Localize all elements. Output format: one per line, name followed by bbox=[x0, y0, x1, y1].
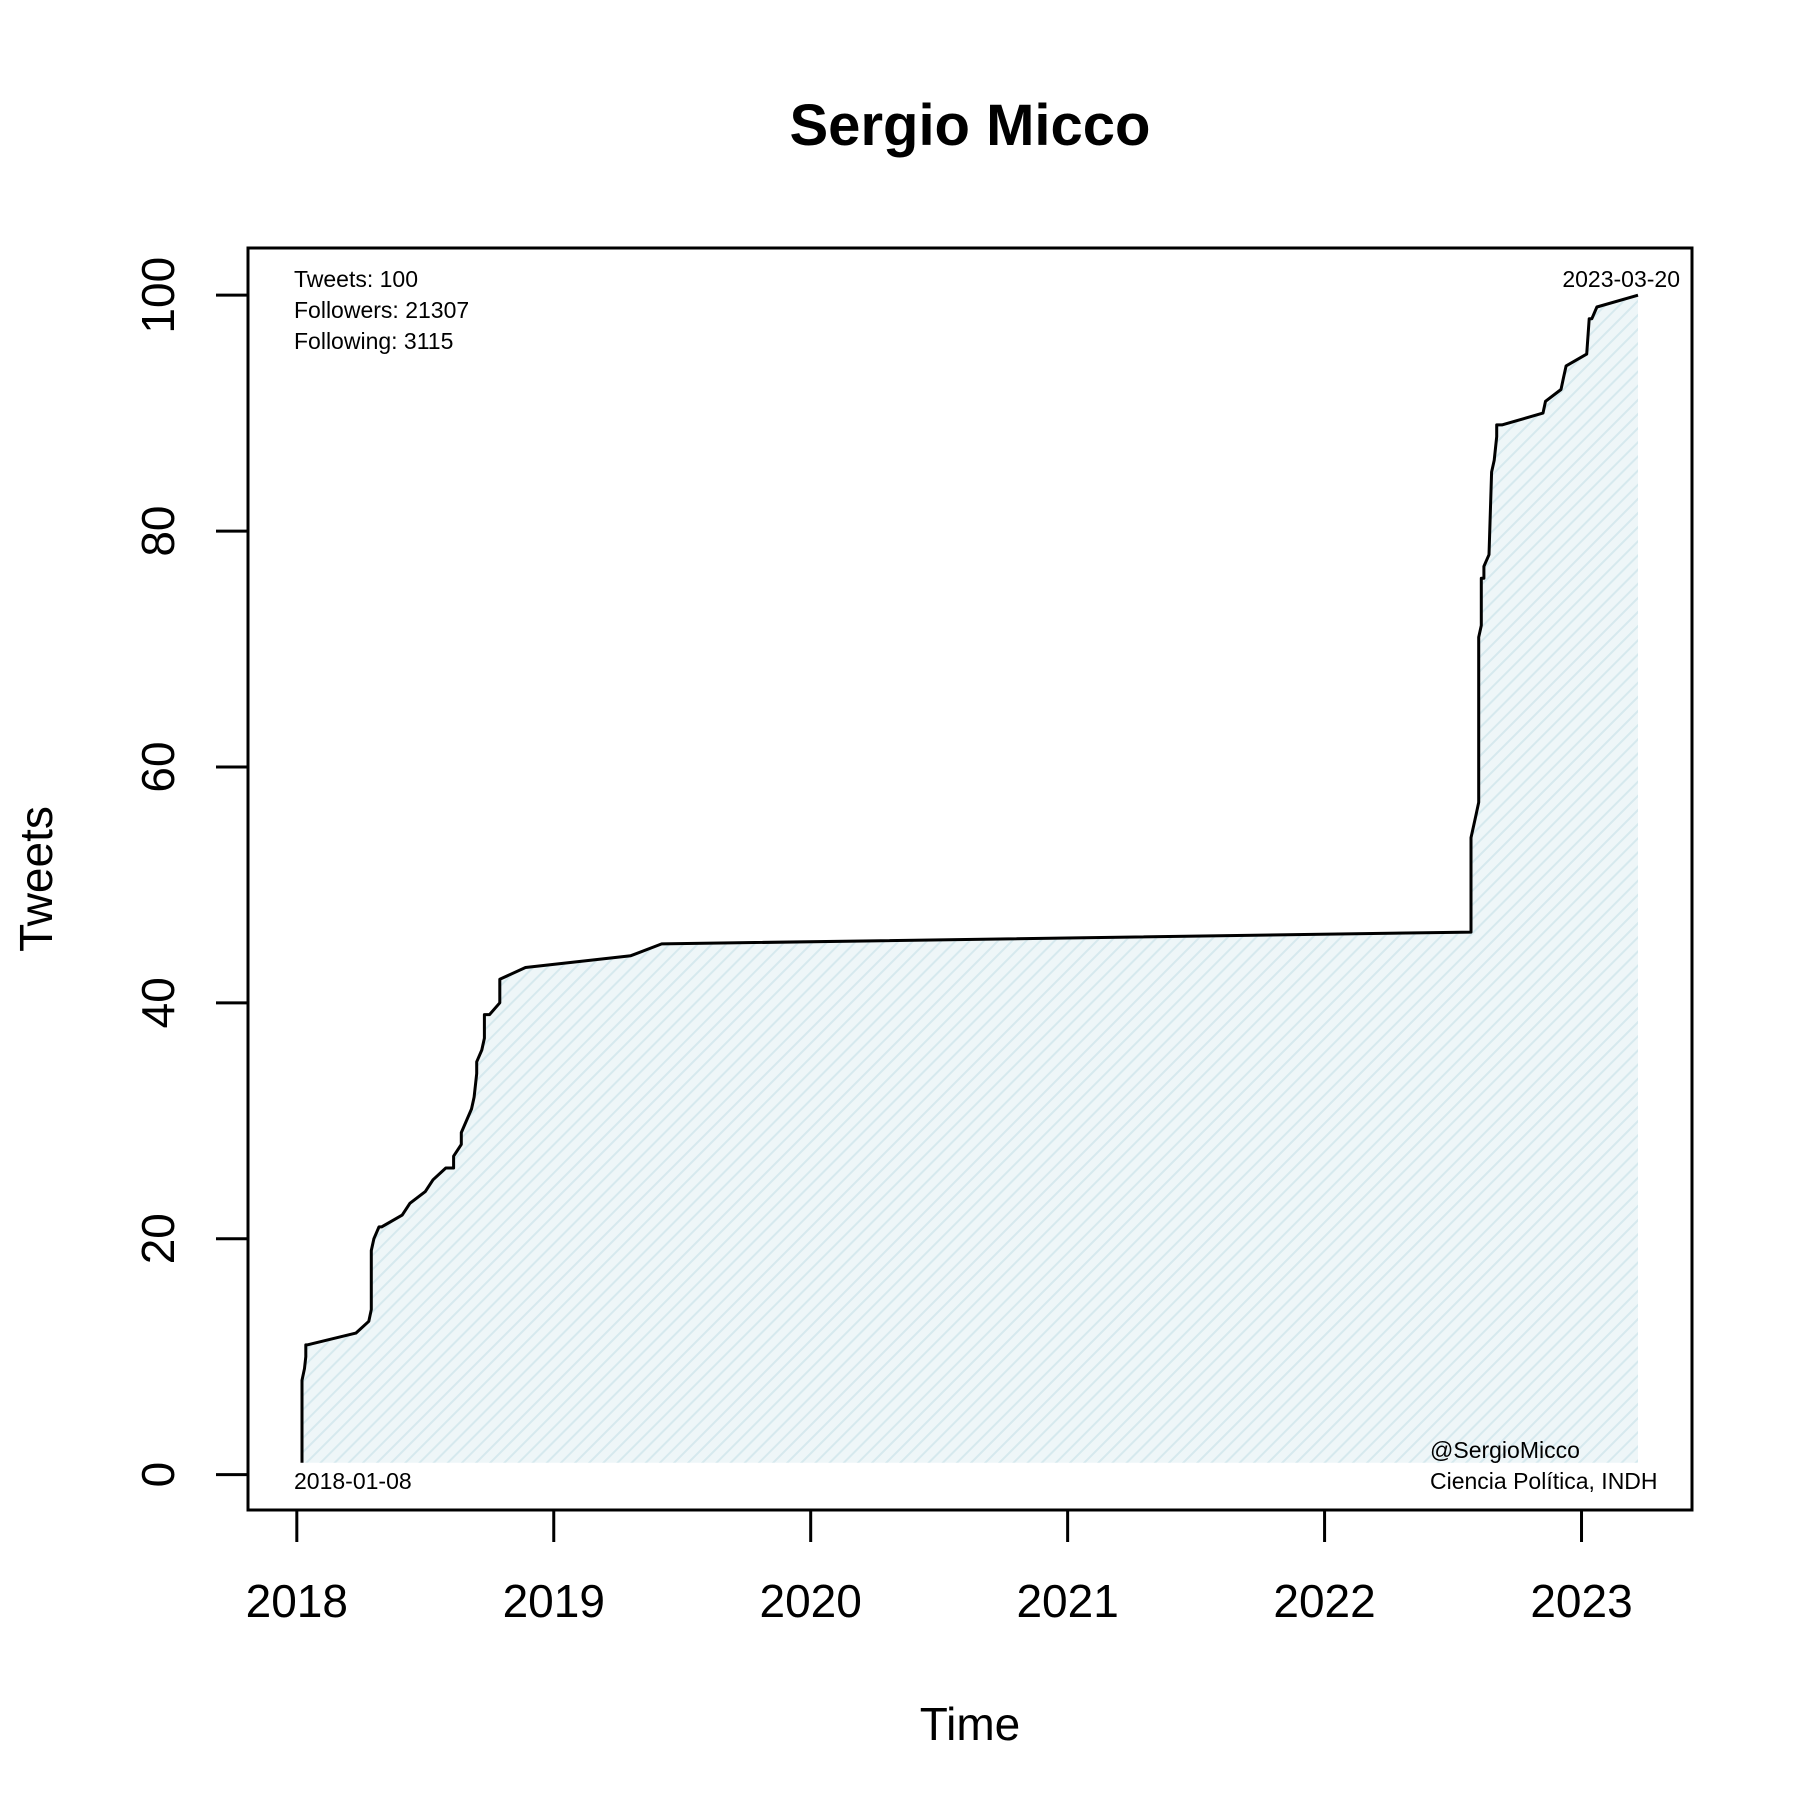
y-tick-label-100: 100 bbox=[132, 257, 184, 334]
x-axis: 2018 2019 2020 2021 2022 2023 bbox=[246, 1508, 1633, 1627]
stat-following: Following: 3115 bbox=[294, 328, 453, 354]
x-tick-label-2023: 2023 bbox=[1530, 1575, 1632, 1627]
x-tick-label-2022: 2022 bbox=[1273, 1575, 1375, 1627]
x-tick-label-2020: 2020 bbox=[760, 1575, 862, 1627]
start-date-label: 2018-01-08 bbox=[294, 1468, 412, 1494]
x-tick-label-2021: 2021 bbox=[1016, 1575, 1118, 1627]
x-tick-label-2019: 2019 bbox=[503, 1575, 605, 1627]
y-tick-label-20: 20 bbox=[132, 1213, 184, 1264]
y-axis: 0 20 40 60 80 100 bbox=[132, 257, 250, 1488]
cumulative-tweets-line bbox=[300, 293, 1639, 1463]
end-date-label: 2023-03-20 bbox=[1562, 266, 1680, 292]
y-axis-label: Tweets bbox=[10, 806, 62, 952]
stats-annotation: Tweets: 100 Followers: 21307 Following: … bbox=[294, 266, 469, 354]
y-tick-label-40: 40 bbox=[132, 977, 184, 1028]
x-axis-label: Time bbox=[920, 1698, 1021, 1750]
x-tick-label-2018: 2018 bbox=[246, 1575, 348, 1627]
stat-tweets: Tweets: 100 bbox=[294, 266, 418, 292]
chart-title: Sergio Micco bbox=[790, 93, 1151, 158]
y-tick-label-60: 60 bbox=[132, 741, 184, 792]
y-tick-label-0: 0 bbox=[132, 1462, 184, 1488]
description-label: Ciencia Política, INDH bbox=[1430, 1468, 1658, 1494]
y-tick-label-80: 80 bbox=[132, 506, 184, 557]
stat-followers: Followers: 21307 bbox=[294, 297, 469, 323]
cumulative-tweets-area bbox=[302, 295, 1638, 1463]
handle-label: @SergioMicco bbox=[1430, 1437, 1580, 1463]
